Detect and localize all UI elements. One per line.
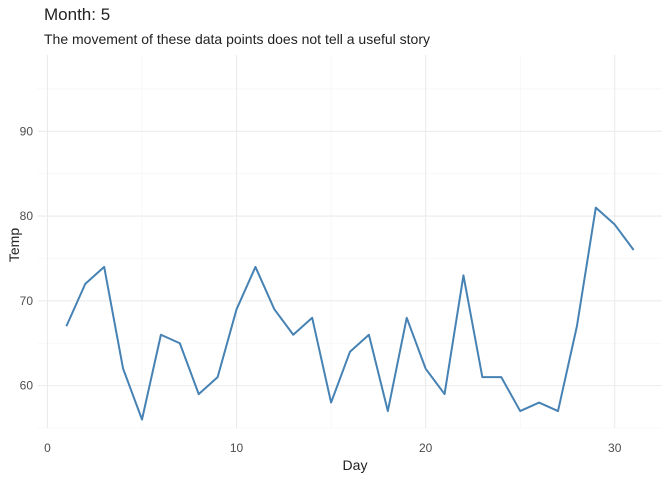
x-tick-label: 30 bbox=[608, 441, 622, 455]
temp-line bbox=[65, 206, 635, 421]
x-tick-label: 20 bbox=[419, 441, 433, 455]
chart-title: Month: 5 bbox=[44, 5, 111, 24]
y-tick-label: 90 bbox=[20, 124, 34, 138]
grid-lines bbox=[38, 55, 662, 429]
y-axis-title: Temp bbox=[6, 228, 22, 262]
y-tick-label: 60 bbox=[20, 379, 34, 393]
y-tick-label: 80 bbox=[20, 209, 34, 223]
x-axis-title: Day bbox=[343, 457, 368, 473]
series-temp bbox=[65, 206, 635, 421]
x-tick-label: 0 bbox=[44, 441, 51, 455]
tick-labels: 0 10 20 30 60 70 80 90 bbox=[20, 124, 622, 455]
y-tick-label: 70 bbox=[20, 294, 34, 308]
chart-subtitle: The movement of these data points does n… bbox=[44, 31, 430, 47]
x-tick-label: 10 bbox=[230, 441, 244, 455]
